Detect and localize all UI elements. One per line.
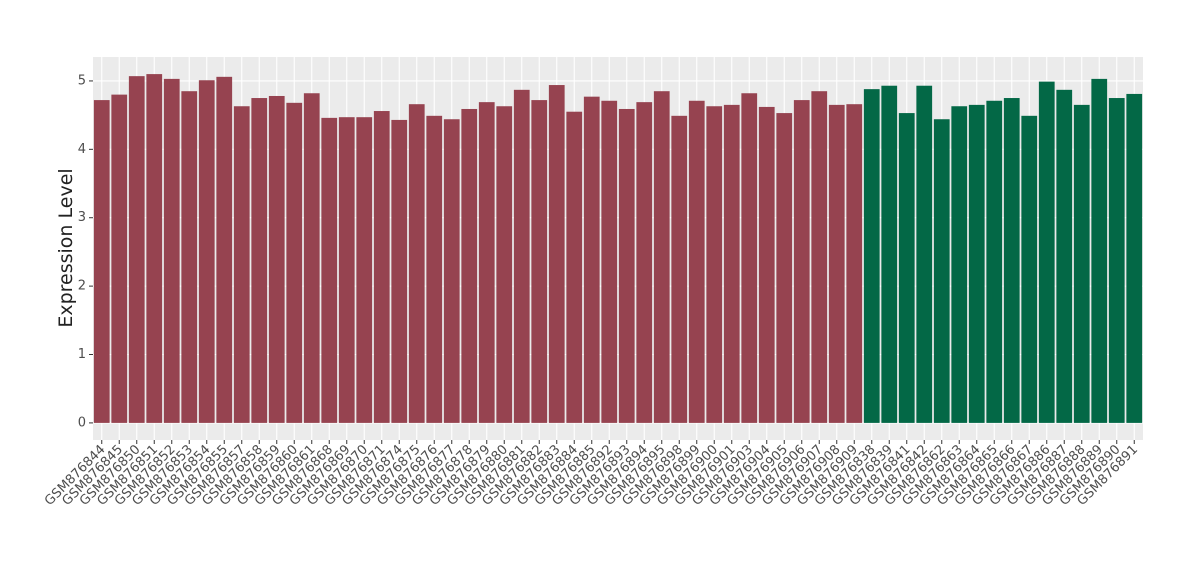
bar	[793, 100, 810, 423]
bar	[688, 100, 705, 423]
bar	[461, 108, 478, 423]
y-tick-label: 1	[78, 347, 86, 362]
bar	[391, 119, 408, 423]
bar	[128, 76, 145, 423]
bar	[723, 104, 740, 423]
bar	[566, 111, 583, 423]
y-tick-label: 5	[78, 73, 86, 88]
bar	[146, 74, 163, 423]
bar	[356, 117, 373, 423]
bar	[758, 106, 775, 423]
bar	[968, 104, 985, 423]
bar	[1126, 93, 1143, 423]
y-axis-label: Expression Level	[55, 168, 77, 327]
bar	[618, 108, 635, 423]
bar	[933, 119, 950, 423]
bar	[898, 113, 915, 423]
bar	[741, 93, 758, 423]
y-tick-label: 3	[78, 210, 86, 225]
bar	[583, 96, 600, 423]
bar	[811, 91, 828, 423]
bar	[706, 106, 723, 423]
bar	[776, 113, 793, 423]
bar	[408, 104, 425, 423]
bar	[443, 119, 460, 423]
bar	[636, 102, 653, 423]
bar	[951, 106, 968, 423]
bar	[268, 95, 285, 423]
bar	[1003, 98, 1020, 423]
bar	[601, 100, 618, 423]
bar	[233, 106, 250, 423]
bar	[986, 100, 1003, 423]
bar	[286, 102, 303, 423]
bar	[478, 102, 495, 423]
bar	[198, 80, 215, 423]
bar	[93, 100, 110, 423]
plot-panel	[93, 57, 1143, 440]
y-tick-label: 2	[78, 279, 86, 294]
bar	[1091, 78, 1108, 423]
y-tick-label: 4	[78, 142, 86, 157]
bar	[548, 85, 565, 423]
bar	[163, 78, 180, 423]
bar	[426, 115, 443, 423]
bar	[181, 91, 198, 423]
bar	[513, 89, 530, 423]
bar	[653, 91, 670, 423]
bar	[1073, 104, 1090, 423]
bar	[1021, 115, 1038, 423]
bar	[863, 89, 880, 423]
bar	[321, 117, 338, 423]
bar	[881, 85, 898, 423]
y-tick-label: 0	[78, 415, 86, 430]
bar	[1108, 98, 1125, 423]
bar	[216, 76, 233, 423]
bar	[338, 117, 355, 423]
bar	[111, 94, 128, 423]
bar	[251, 98, 268, 423]
bar	[496, 106, 513, 423]
bar	[531, 100, 548, 423]
bar	[828, 104, 845, 423]
bar	[1056, 89, 1073, 423]
bar	[846, 104, 863, 423]
bar	[916, 85, 933, 423]
bar	[1038, 81, 1055, 423]
bar	[671, 115, 688, 423]
bar	[373, 111, 390, 423]
bar	[303, 93, 320, 423]
